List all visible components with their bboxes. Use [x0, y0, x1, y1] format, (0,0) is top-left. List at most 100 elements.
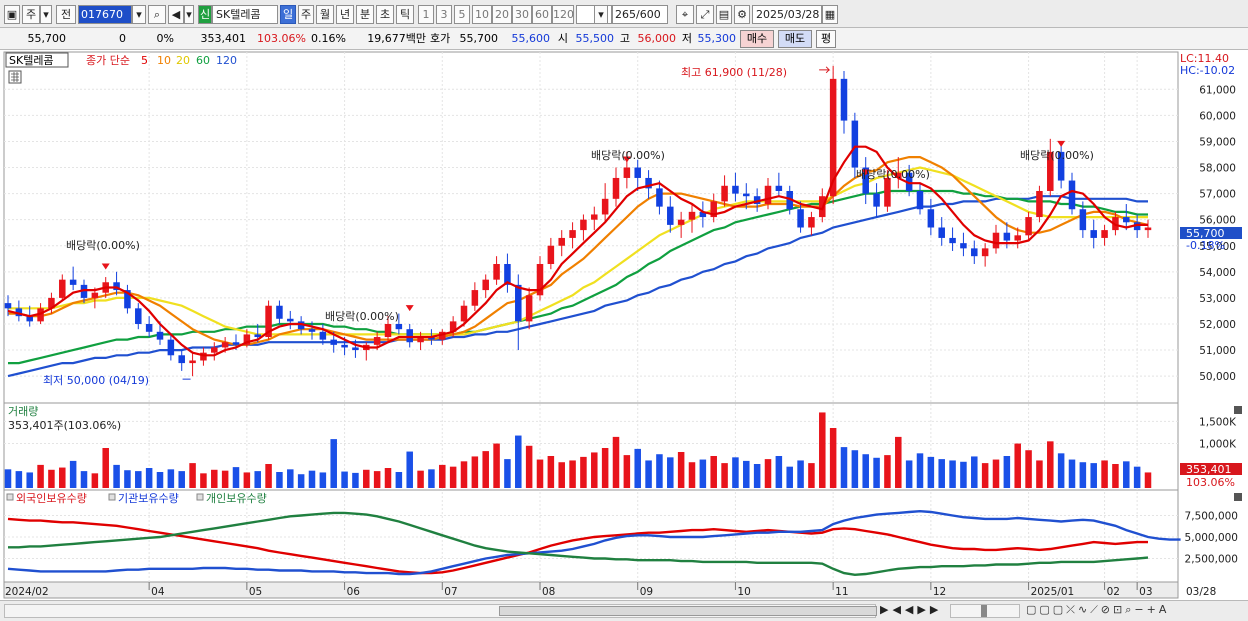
volume-bar [167, 469, 175, 488]
period-tab-day[interactable]: 일 [280, 5, 296, 24]
stock-name-field[interactable]: SK텔레콤 [212, 5, 278, 24]
x-tick-label: 07 [444, 586, 457, 598]
ma5-line [7, 145, 1148, 357]
candle-body [743, 193, 750, 197]
interval-5[interactable]: 5 [454, 5, 470, 24]
nav-icons[interactable]: ▶◀◀▶▶ [880, 603, 943, 616]
volume-bar [547, 456, 555, 488]
eval-button[interactable]: 평 [816, 30, 836, 48]
dividend-annotation-4: 배당락(0.00%) [856, 168, 930, 181]
high-price: 56,000 [637, 32, 677, 45]
holdings-tick-label: 2,500,000 [1185, 553, 1238, 565]
interval-10[interactable]: 10 [472, 5, 492, 24]
candle-body [493, 264, 500, 280]
period-tab-tick[interactable]: 틱 [396, 5, 414, 24]
x-tick-label: 10 [737, 586, 750, 598]
stock-code-input[interactable]: 017670 [78, 5, 132, 24]
volume-bar [145, 468, 153, 488]
current-price: 55,700 [27, 32, 67, 45]
buy-button[interactable]: 매수 [740, 30, 774, 48]
stock-title-box[interactable] [5, 52, 69, 68]
candle-body [884, 177, 891, 207]
screen-icon[interactable]: ▣ [4, 5, 20, 24]
candle-body [797, 209, 804, 228]
foreign-legend-marker [6, 493, 14, 501]
volume-bar [243, 472, 251, 488]
volume-bar [406, 451, 413, 488]
gear-icon[interactable]: ⚙ [734, 5, 750, 24]
candle-body [938, 227, 945, 238]
zoom-slider[interactable] [950, 604, 1020, 618]
candle-body [905, 172, 913, 191]
holdings-panel [3, 489, 1179, 583]
interval-1[interactable]: 1 [418, 5, 434, 24]
volume-bar [254, 471, 261, 488]
code-dropdown-icon[interactable]: ▾ [132, 5, 146, 24]
candle-body [558, 237, 565, 246]
scroll-track[interactable] [4, 604, 877, 618]
candle-body [753, 196, 761, 205]
volume-bar [26, 472, 33, 488]
date-input[interactable]: 2025/03/28 [752, 5, 822, 24]
count-field[interactable]: 265/600 [612, 5, 668, 24]
price-tick-label: 53,000 [1199, 293, 1236, 305]
chevron-down-icon[interactable]: ▾ [40, 5, 52, 24]
drawing-tools-icons[interactable]: ▢▢▢⤫∿⟋⊘⊡⌕−+A [1026, 603, 1170, 616]
candle-body [59, 279, 66, 298]
ma120-polyline [7, 195, 1148, 378]
save-icon[interactable]: ▤ [716, 5, 732, 24]
ma20-line [8, 166, 1148, 336]
candle-body [156, 331, 164, 340]
interval-120[interactable]: 120 [552, 5, 574, 24]
speaker-dropdown-icon[interactable]: ▾ [184, 5, 194, 24]
zoom-handle[interactable] [981, 605, 987, 617]
mode-select[interactable]: 주 [22, 5, 40, 24]
period-tab-minute[interactable]: 분 [356, 5, 374, 24]
hc-label: HC:-10.02 [1180, 64, 1235, 77]
holdings-panel-close-icon[interactable] [1234, 493, 1242, 501]
volume-bar [710, 456, 717, 488]
candle-body [287, 318, 294, 322]
new-badge-icon[interactable]: 신 [198, 5, 212, 24]
search-icon[interactable]: ⌕ [148, 5, 166, 24]
candle-body [352, 347, 359, 351]
scroll-thumb[interactable] [499, 606, 877, 616]
interval-30[interactable]: 30 [512, 5, 532, 24]
interval-60[interactable]: 60 [532, 5, 552, 24]
crosshair-icon[interactable]: ⌖ [676, 5, 694, 24]
interval-3[interactable]: 3 [436, 5, 452, 24]
speaker-icon[interactable]: ◀ [168, 5, 184, 24]
volume-bar [1133, 466, 1141, 488]
volume-bar [211, 469, 218, 488]
prev-button[interactable]: 전 [56, 5, 76, 24]
legend-ma5: 5 [141, 54, 148, 67]
candle-body [91, 292, 99, 298]
x-tick-label: 12 [933, 586, 946, 598]
volume-bar [1112, 464, 1119, 488]
volume-panel-close-icon[interactable] [1234, 406, 1242, 414]
candle-body [319, 331, 327, 340]
custom-interval-dropdown-icon[interactable]: ▾ [594, 5, 608, 24]
candle-body [297, 321, 305, 330]
chart-tool-icon[interactable]: ⤢ [696, 5, 714, 24]
candle-body [927, 209, 935, 228]
bottom-toolbar: ▶◀◀▶▶ ▢▢▢⤫∿⟋⊘⊡⌕−+A [0, 600, 1248, 621]
volume-bar [862, 454, 869, 488]
volume-bar [699, 459, 707, 488]
period-tab-second[interactable]: 초 [376, 5, 394, 24]
candle-body [949, 237, 956, 244]
dividend-marker [405, 305, 414, 312]
volume-tick-label: 1,000K [1199, 439, 1237, 451]
volume-bar [1003, 456, 1011, 488]
calendar-icon[interactable]: ▦ [822, 5, 838, 24]
volume-bar [786, 466, 793, 488]
period-tab-year[interactable]: 년 [336, 5, 354, 24]
candle-body [200, 352, 207, 361]
period-tab-month[interactable]: 월 [316, 5, 334, 24]
price-tick-label: 51,000 [1199, 345, 1236, 357]
period-tab-week[interactable]: 주 [298, 5, 314, 24]
sell-button[interactable]: 매도 [778, 30, 812, 48]
stock-chart[interactable]: 50,000 51,000 52,000 53,000 54,000 55,000 56,0… [0, 50, 1248, 600]
price-tick-label: 61,000 [1199, 84, 1236, 96]
interval-20[interactable]: 20 [492, 5, 512, 24]
